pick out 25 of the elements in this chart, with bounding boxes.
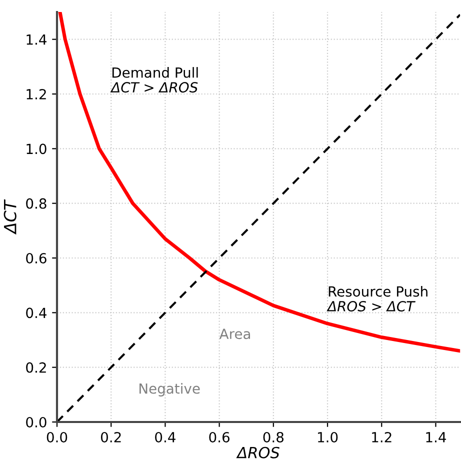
x-tick-label: 0.6 xyxy=(209,432,230,442)
x-tick-label: 0.8 xyxy=(263,432,284,442)
y-axis-title: ΔCT xyxy=(4,199,16,235)
y-tick-label: 0.0 xyxy=(26,416,46,428)
annotation: Negative xyxy=(140,383,200,396)
annotation: Demand Pull xyxy=(112,67,198,78)
y-tick-label: 1.4 xyxy=(26,34,46,45)
x-tick-label: 1.4 xyxy=(426,432,446,442)
annotation: Resource Push xyxy=(328,286,428,297)
y-tick-label: 0.6 xyxy=(26,252,46,264)
y-tick-label: 0.4 xyxy=(26,308,46,318)
y-tick-label: 1.0 xyxy=(26,144,46,154)
x-tick-label: 0.4 xyxy=(155,432,176,442)
x-tick-label: 1.0 xyxy=(318,432,338,442)
x-tick-label: 1.2 xyxy=(372,432,392,442)
annotation: ΔROS > ΔCT xyxy=(326,301,416,312)
y-tick-label: 1.2 xyxy=(26,88,46,100)
x-tick-label: 0.0 xyxy=(46,432,68,442)
annotation: ΔCT > ΔROS xyxy=(110,82,198,93)
y-tick-label: 0.8 xyxy=(26,198,46,209)
annotation: Area xyxy=(219,328,250,340)
line-series xyxy=(58,12,460,353)
y-tick-label: 0.2 xyxy=(26,362,46,373)
x-axis-title: ΔROS xyxy=(236,446,280,458)
x-tick-label: 0.2 xyxy=(100,432,121,442)
